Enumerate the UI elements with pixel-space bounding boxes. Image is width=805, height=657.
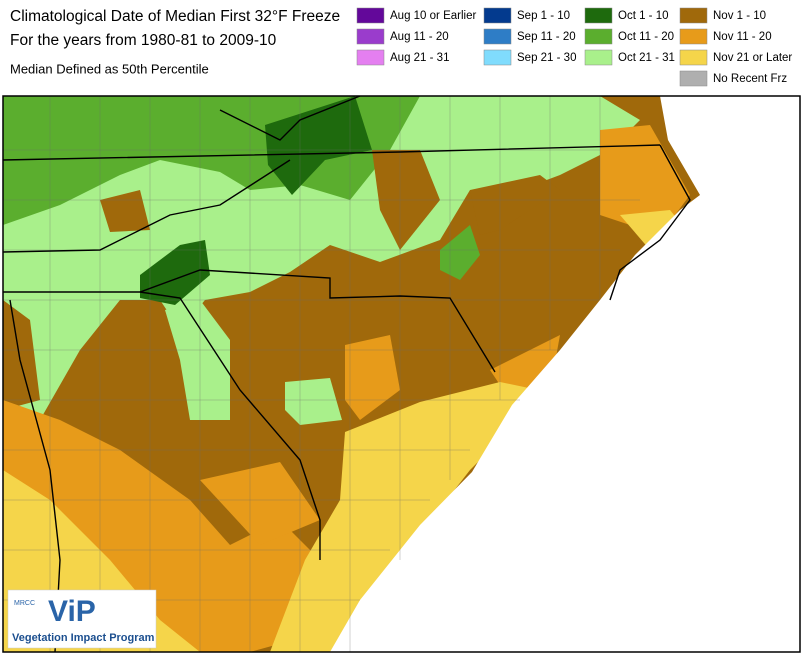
legend-label: Aug 21 - 31: [390, 52, 449, 64]
legend-swatch: [679, 28, 708, 45]
logo-box: [7, 589, 157, 649]
title-line-1: Climatological Date of Median First 32°F…: [10, 8, 340, 25]
logo-org: MRCC: [14, 600, 35, 607]
legend-label: No Recent Frz: [713, 73, 787, 85]
legend-swatch: [584, 49, 613, 66]
logo: MRCC ViP Vegetation Impact Program: [7, 589, 157, 649]
legend-label: Oct 11 - 20: [618, 31, 674, 43]
legend-label: Sep 11 - 20: [517, 31, 576, 43]
legend-swatch: [356, 7, 385, 24]
legend-label: Aug 10 or Earlier: [390, 10, 476, 22]
subtitle: Median Defined as 50th Percentile: [10, 61, 209, 76]
legend-swatch: [679, 70, 708, 87]
logo-name: Vegetation Impact Program: [12, 632, 155, 644]
logo-mark: ViP: [48, 595, 96, 628]
legend-label: Sep 1 - 10: [517, 10, 570, 22]
legend-swatch: [483, 7, 512, 24]
legend-label: Oct 21 - 31: [618, 52, 675, 64]
legend-swatch: [483, 49, 512, 66]
title-line-2: For the years from 1980-81 to 2009-10: [10, 32, 277, 49]
map: [2, 95, 801, 653]
legend-swatch: [356, 28, 385, 45]
legend-swatch: [584, 28, 613, 45]
legend-label: Aug 11 - 20: [390, 31, 449, 43]
legend-swatch: [679, 7, 708, 24]
legend-label: Nov 1 - 10: [713, 10, 766, 22]
legend-label: Nov 21 or Later: [713, 52, 792, 64]
legend-swatch: [584, 7, 613, 24]
map-frame: [2, 95, 801, 653]
legend-swatch: [356, 49, 385, 66]
legend-swatch: [679, 49, 708, 66]
legend-label: Nov 11 - 20: [713, 31, 772, 43]
legend-swatch: [483, 28, 512, 45]
legend-label: Sep 21 - 30: [517, 52, 576, 64]
legend-label: Oct 1 - 10: [618, 10, 669, 22]
county-lines: [3, 96, 640, 652]
legend: Aug 10 or Earlier Aug 11 - 20 Aug 21 - 31 S…: [356, 7, 792, 87]
